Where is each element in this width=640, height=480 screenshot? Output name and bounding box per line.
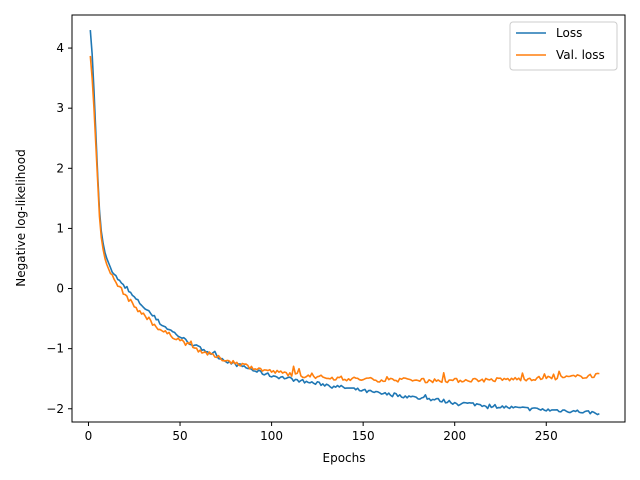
x-tick-label: 250	[535, 429, 558, 443]
x-tick-label: 100	[260, 429, 283, 443]
y-axis-ticks: −2 −1 0 1 2 3 4	[46, 41, 72, 416]
plot-lines	[89, 29, 600, 416]
y-tick-label: 0	[56, 282, 64, 296]
legend-label-val-loss: Val. loss	[556, 48, 605, 62]
x-tick-label: 150	[352, 429, 375, 443]
y-tick-label: 1	[56, 221, 64, 235]
legend-box	[509, 21, 618, 71]
legend-label-loss: Loss	[556, 26, 582, 40]
legend: Loss Val. loss	[509, 21, 618, 71]
y-tick-label: 2	[56, 161, 64, 175]
y-tick-label: 3	[56, 101, 64, 115]
x-tick-label: 200	[443, 429, 466, 443]
y-axis-label: Negative log-likelihood	[14, 149, 28, 286]
x-axis-label: Epochs	[323, 451, 366, 465]
y-tick-label: −1	[46, 342, 64, 356]
y-tick-label: 4	[56, 41, 64, 55]
series-line-loss	[89, 29, 600, 416]
x-axis-ticks: 0 50 100 150 200 250	[85, 422, 558, 443]
x-tick-label: 0	[85, 429, 93, 443]
series-line-val-loss	[89, 55, 600, 384]
y-tick-label: −2	[46, 402, 64, 416]
x-tick-label: 50	[172, 429, 187, 443]
plot-frame	[71, 14, 626, 423]
